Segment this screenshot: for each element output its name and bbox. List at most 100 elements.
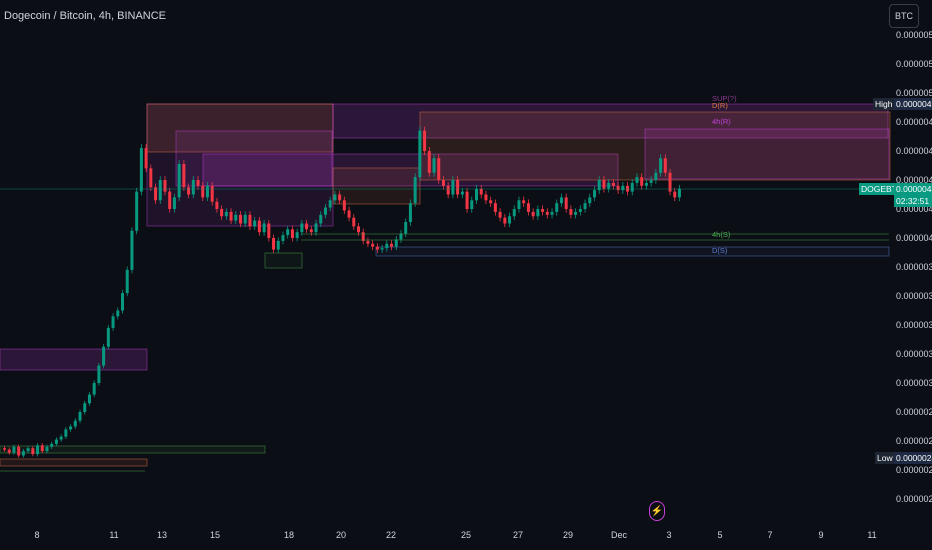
candle-body: [314, 223, 318, 233]
candle-body: [550, 211, 554, 215]
candle: [385, 240, 389, 252]
candle: [31, 446, 35, 457]
candle: [583, 199, 587, 213]
candle-body: [215, 201, 219, 209]
symbol-tag: DOGEBTC: [859, 183, 906, 195]
candle-body: [380, 248, 384, 250]
currency-button[interactable]: BTC: [889, 4, 919, 28]
time-tick-label: 3: [666, 530, 672, 540]
candle-body: [262, 223, 266, 233]
candle: [371, 240, 375, 251]
candle-body: [177, 164, 181, 198]
high-value: 0.00000492: [894, 98, 932, 110]
zone-box: [0, 458, 148, 467]
candle: [323, 203, 327, 219]
candle-body: [257, 220, 261, 233]
candle: [564, 193, 568, 213]
candle-body: [484, 194, 488, 201]
candle-body: [559, 197, 563, 204]
candle: [328, 196, 332, 212]
candle: [446, 182, 450, 199]
lightning-bolt-icon[interactable]: ⚡: [649, 501, 665, 521]
candle: [677, 184, 681, 202]
time-tick-label: 8: [34, 530, 40, 540]
candle-body: [526, 203, 530, 212]
candle: [654, 168, 658, 184]
zone-layer: [0, 103, 891, 467]
candle: [248, 211, 252, 230]
price-tick-label: 0.00000480: [896, 117, 932, 127]
candle-body: [224, 211, 228, 217]
candle: [187, 183, 191, 199]
candle-body: [64, 429, 68, 437]
countdown-value: 02:32:51: [896, 196, 930, 206]
candle: [36, 443, 40, 457]
candle-body: [470, 200, 474, 209]
candle: [616, 182, 620, 194]
candle: [503, 214, 507, 228]
candle-body: [408, 203, 412, 223]
candle: [196, 176, 200, 190]
candle: [607, 179, 611, 193]
candle-body: [50, 443, 54, 447]
candle-body: [210, 185, 214, 202]
candle-body: [569, 209, 573, 215]
candle-body: [574, 211, 578, 215]
candle: [673, 187, 677, 202]
time-tick-label: 25: [460, 530, 472, 540]
candle: [413, 173, 417, 207]
zone-box: [332, 167, 421, 205]
price-tick-label: 0.00000400: [896, 233, 932, 243]
candle-body: [456, 180, 460, 195]
candle-body: [593, 190, 596, 198]
time-tick-label: 29: [562, 530, 574, 540]
candle: [574, 208, 578, 219]
candle-body: [432, 158, 436, 173]
candle: [640, 173, 644, 190]
candle-body: [536, 209, 540, 217]
candle: [630, 179, 634, 196]
price-tick-label: 0.00000320: [896, 349, 932, 359]
candle-body: [248, 214, 252, 227]
candle-body: [427, 151, 431, 173]
candle-body: [149, 168, 153, 188]
candle: [602, 176, 606, 193]
candle-body: [342, 200, 346, 211]
candle-body: [54, 439, 58, 444]
candle-body: [578, 209, 582, 212]
candle-body: [83, 403, 87, 412]
candle-body: [621, 185, 625, 191]
low-value: 0.00000248: [894, 452, 932, 464]
candle: [45, 444, 49, 454]
candle-body: [158, 180, 162, 201]
candle: [73, 418, 77, 429]
candle-body: [319, 214, 323, 224]
candle-body: [102, 346, 106, 366]
low-label: Low: [875, 452, 895, 464]
candle: [300, 219, 304, 236]
candle-body: [201, 185, 205, 198]
candle-layer: [3, 126, 681, 458]
candle: [347, 206, 351, 222]
candle: [659, 154, 663, 177]
candle: [267, 219, 271, 242]
candle-body: [276, 240, 280, 250]
candle-body: [205, 185, 209, 198]
candle: [352, 214, 356, 230]
last-price-value: 0.00000434: [896, 184, 932, 194]
candle-body: [640, 177, 644, 186]
price-tick-label: 0.00000440: [896, 175, 932, 185]
candle: [588, 193, 592, 207]
candle: [663, 154, 667, 177]
candle-body: [654, 172, 658, 180]
candle-body: [196, 180, 200, 186]
candle: [366, 237, 370, 248]
candle-body: [36, 445, 40, 455]
candle-body: [475, 188, 478, 201]
time-tick-label: 13: [156, 530, 168, 540]
price-tick-label: 0.00000300: [896, 378, 932, 388]
price-tick-label: 0.00000260: [896, 436, 932, 446]
candle: [361, 228, 365, 245]
time-tick-label: 9: [818, 530, 824, 540]
